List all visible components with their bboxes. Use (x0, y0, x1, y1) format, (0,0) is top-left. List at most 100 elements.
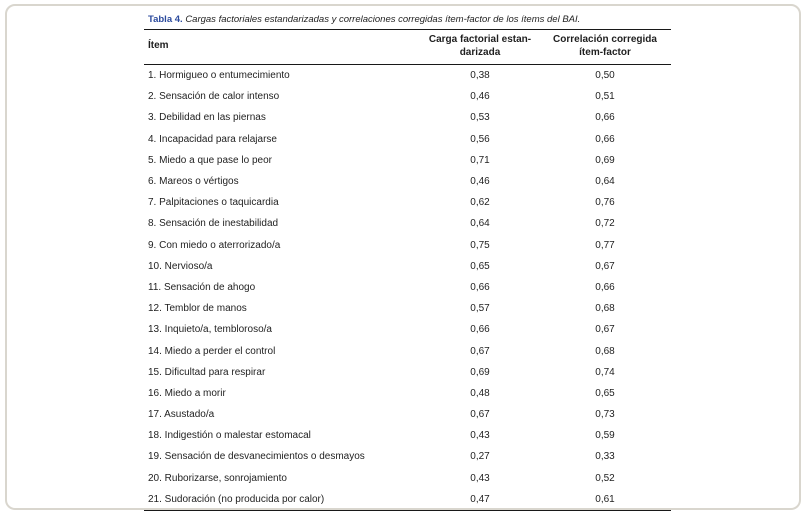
cell-correlacion-corregida: 0,68 (595, 345, 615, 357)
bai-items-table: Ítem Carga factorial estan- darizada Cor… (144, 29, 671, 511)
cell-carga-factorial: 0,53 (470, 112, 490, 124)
table-header: Ítem Carga factorial estan- darizada Cor… (144, 30, 671, 65)
cell-item: 3. Debilidad en las piernas (148, 112, 266, 124)
cell-correlacion-corregida: 0,65 (595, 387, 615, 399)
cell-correlacion-corregida: 0,67 (595, 260, 615, 272)
cell-item: 7. Palpitaciones o taquicardia (148, 197, 279, 209)
cell-carga-factorial: 0,67 (470, 409, 490, 421)
table-row: 3. Debilidad en las piernas 0,53 0,66 (144, 107, 671, 128)
cell-carga-factorial: 0,43 (470, 472, 490, 484)
cell-carga-factorial: 0,48 (470, 387, 490, 399)
table-4-container: Tabla 4. Cargas factoriales estandarizad… (144, 13, 671, 511)
table-caption: Tabla 4. Cargas factoriales estandarizad… (148, 14, 671, 26)
table-row: 4. Incapacidad para relajarse 0,56 0,66 (144, 129, 671, 150)
cell-correlacion-corregida: 0,67 (595, 324, 615, 336)
cell-item: 15. Dificultad para respirar (148, 366, 266, 378)
cell-carga-factorial: 0,66 (470, 324, 490, 336)
table-row: 6. Mareos o vértigos 0,46 0,64 (144, 171, 671, 192)
cell-correlacion-corregida: 0,33 (595, 451, 615, 463)
cell-item: 4. Incapacidad para relajarse (148, 133, 277, 145)
table-row: 17. Asustado/a 0,67 0,73 (144, 404, 671, 425)
table-body: 1. Hormigueo o entumecimiento 0,38 0,50 2. … (144, 65, 671, 511)
cell-carga-factorial: 0,46 (470, 91, 490, 103)
cell-item: 14. Miedo a perder el control (148, 345, 276, 357)
cell-item: 5. Miedo a que pase lo peor (148, 154, 272, 166)
cell-item: 6. Mareos o vértigos (148, 176, 239, 188)
table-row: 8. Sensación de inestabilidad 0,64 0,72 (144, 213, 671, 234)
table-row: 9. Con miedo o aterrorizado/a 0,75 0,77 (144, 235, 671, 256)
cell-correlacion-corregida: 0,66 (595, 133, 615, 145)
cell-carga-factorial: 0,38 (470, 70, 490, 82)
cell-correlacion-corregida: 0,77 (595, 239, 615, 251)
column-header-correlacion: Correlación corregida ítem-factor (539, 30, 671, 65)
cell-carga-factorial: 0,65 (470, 260, 490, 272)
cell-correlacion-corregida: 0,76 (595, 197, 615, 209)
cell-item: 13. Inquieto/a, tembloroso/a (148, 324, 272, 336)
column-header-carga: Carga factorial estan- darizada (421, 30, 539, 65)
cell-carga-factorial: 0,69 (470, 366, 490, 378)
cell-carga-factorial: 0,64 (470, 218, 490, 230)
table-row: 20. Ruborizarse, sonrojamiento 0,43 0,52 (144, 468, 671, 489)
column-header-carga-line1: Carga factorial estan- (428, 34, 532, 45)
cell-correlacion-corregida: 0,66 (595, 281, 615, 293)
table-row: 19. Sensación de desvanecimientos o desm… (144, 446, 671, 467)
cell-carga-factorial: 0,47 (470, 493, 490, 505)
cell-correlacion-corregida: 0,66 (595, 112, 615, 124)
table-caption-label: Tabla 4. (148, 14, 183, 25)
table-header-row: Ítem Carga factorial estan- darizada Cor… (144, 30, 671, 65)
cell-correlacion-corregida: 0,59 (595, 430, 615, 442)
cell-item: 12. Temblor de manos (148, 303, 247, 315)
cell-carga-factorial: 0,56 (470, 133, 490, 145)
table-row: 13. Inquieto/a, tembloroso/a 0,66 0,67 (144, 319, 671, 340)
cell-item: 19. Sensación de desvanecimientos o desm… (148, 451, 365, 463)
table-row: 12. Temblor de manos 0,57 0,68 (144, 298, 671, 319)
cell-correlacion-corregida: 0,69 (595, 154, 615, 166)
cell-correlacion-corregida: 0,74 (595, 366, 615, 378)
cell-item: 10. Nervioso/a (148, 260, 213, 272)
cell-item: 21. Sudoración (no producida por calor) (148, 493, 325, 505)
cell-item: 8. Sensación de inestabilidad (148, 218, 279, 230)
cell-correlacion-corregida: 0,73 (595, 409, 615, 421)
cell-item: 16. Miedo a morir (148, 387, 226, 399)
cell-carga-factorial: 0,57 (470, 303, 490, 315)
page-card: Tabla 4. Cargas factoriales estandarizad… (5, 4, 801, 511)
cell-carga-factorial: 0,67 (470, 345, 490, 357)
table-row: 1. Hormigueo o entumecimiento 0,38 0,50 (144, 65, 671, 87)
cell-correlacion-corregida: 0,72 (595, 218, 615, 230)
column-header-correlacion-line2: ítem-factor (579, 46, 631, 58)
cell-correlacion-corregida: 0,51 (595, 91, 615, 103)
cell-correlacion-corregida: 0,50 (595, 70, 615, 82)
cell-item: 17. Asustado/a (148, 409, 215, 421)
table-row: 15. Dificultad para respirar 0,69 0,74 (144, 362, 671, 383)
table-row: 2. Sensación de calor intenso 0,46 0,51 (144, 86, 671, 107)
table-row: 14. Miedo a perder el control 0,67 0,68 (144, 340, 671, 361)
cell-item: 18. Indigestión o malestar estomacal (148, 430, 311, 442)
cell-carga-factorial: 0,46 (470, 176, 490, 188)
cell-correlacion-corregida: 0,61 (595, 493, 615, 505)
table-row: 11. Sensación de ahogo 0,66 0,66 (144, 277, 671, 298)
table-row: 5. Miedo a que pase lo peor 0,71 0,69 (144, 150, 671, 171)
cell-carga-factorial: 0,66 (470, 281, 490, 293)
cell-correlacion-corregida: 0,68 (595, 303, 615, 315)
cell-carga-factorial: 0,71 (470, 154, 490, 166)
cell-correlacion-corregida: 0,64 (595, 176, 615, 188)
column-header-correlacion-line1: Correlación corregida (553, 34, 657, 45)
cell-carga-factorial: 0,75 (470, 239, 490, 251)
cell-carga-factorial: 0,27 (470, 451, 490, 463)
table-row: 21. Sudoración (no producida por calor) 0… (144, 489, 671, 511)
table-row: 10. Nervioso/a 0,65 0,67 (144, 256, 671, 277)
table-caption-text: Cargas factoriales estandarizadas y corr… (185, 14, 581, 25)
cell-item: 1. Hormigueo o entumecimiento (148, 70, 290, 82)
cell-item: 9. Con miedo o aterrorizado/a (148, 239, 281, 251)
column-header-item: Ítem (148, 40, 169, 52)
table-row: 7. Palpitaciones o taquicardia 0,62 0,76 (144, 192, 671, 213)
cell-item: 2. Sensación de calor intenso (148, 91, 280, 103)
cell-item: 20. Ruborizarse, sonrojamiento (148, 472, 287, 484)
cell-carga-factorial: 0,62 (470, 197, 490, 209)
table-row: 18. Indigestión o malestar estomacal 0,43… (144, 425, 671, 446)
column-header-carga-line2: darizada (459, 46, 501, 58)
cell-carga-factorial: 0,43 (470, 430, 490, 442)
cell-item: 11. Sensación de ahogo (148, 281, 256, 293)
table-row: 16. Miedo a morir 0,48 0,65 (144, 383, 671, 404)
cell-correlacion-corregida: 0,52 (595, 472, 615, 484)
